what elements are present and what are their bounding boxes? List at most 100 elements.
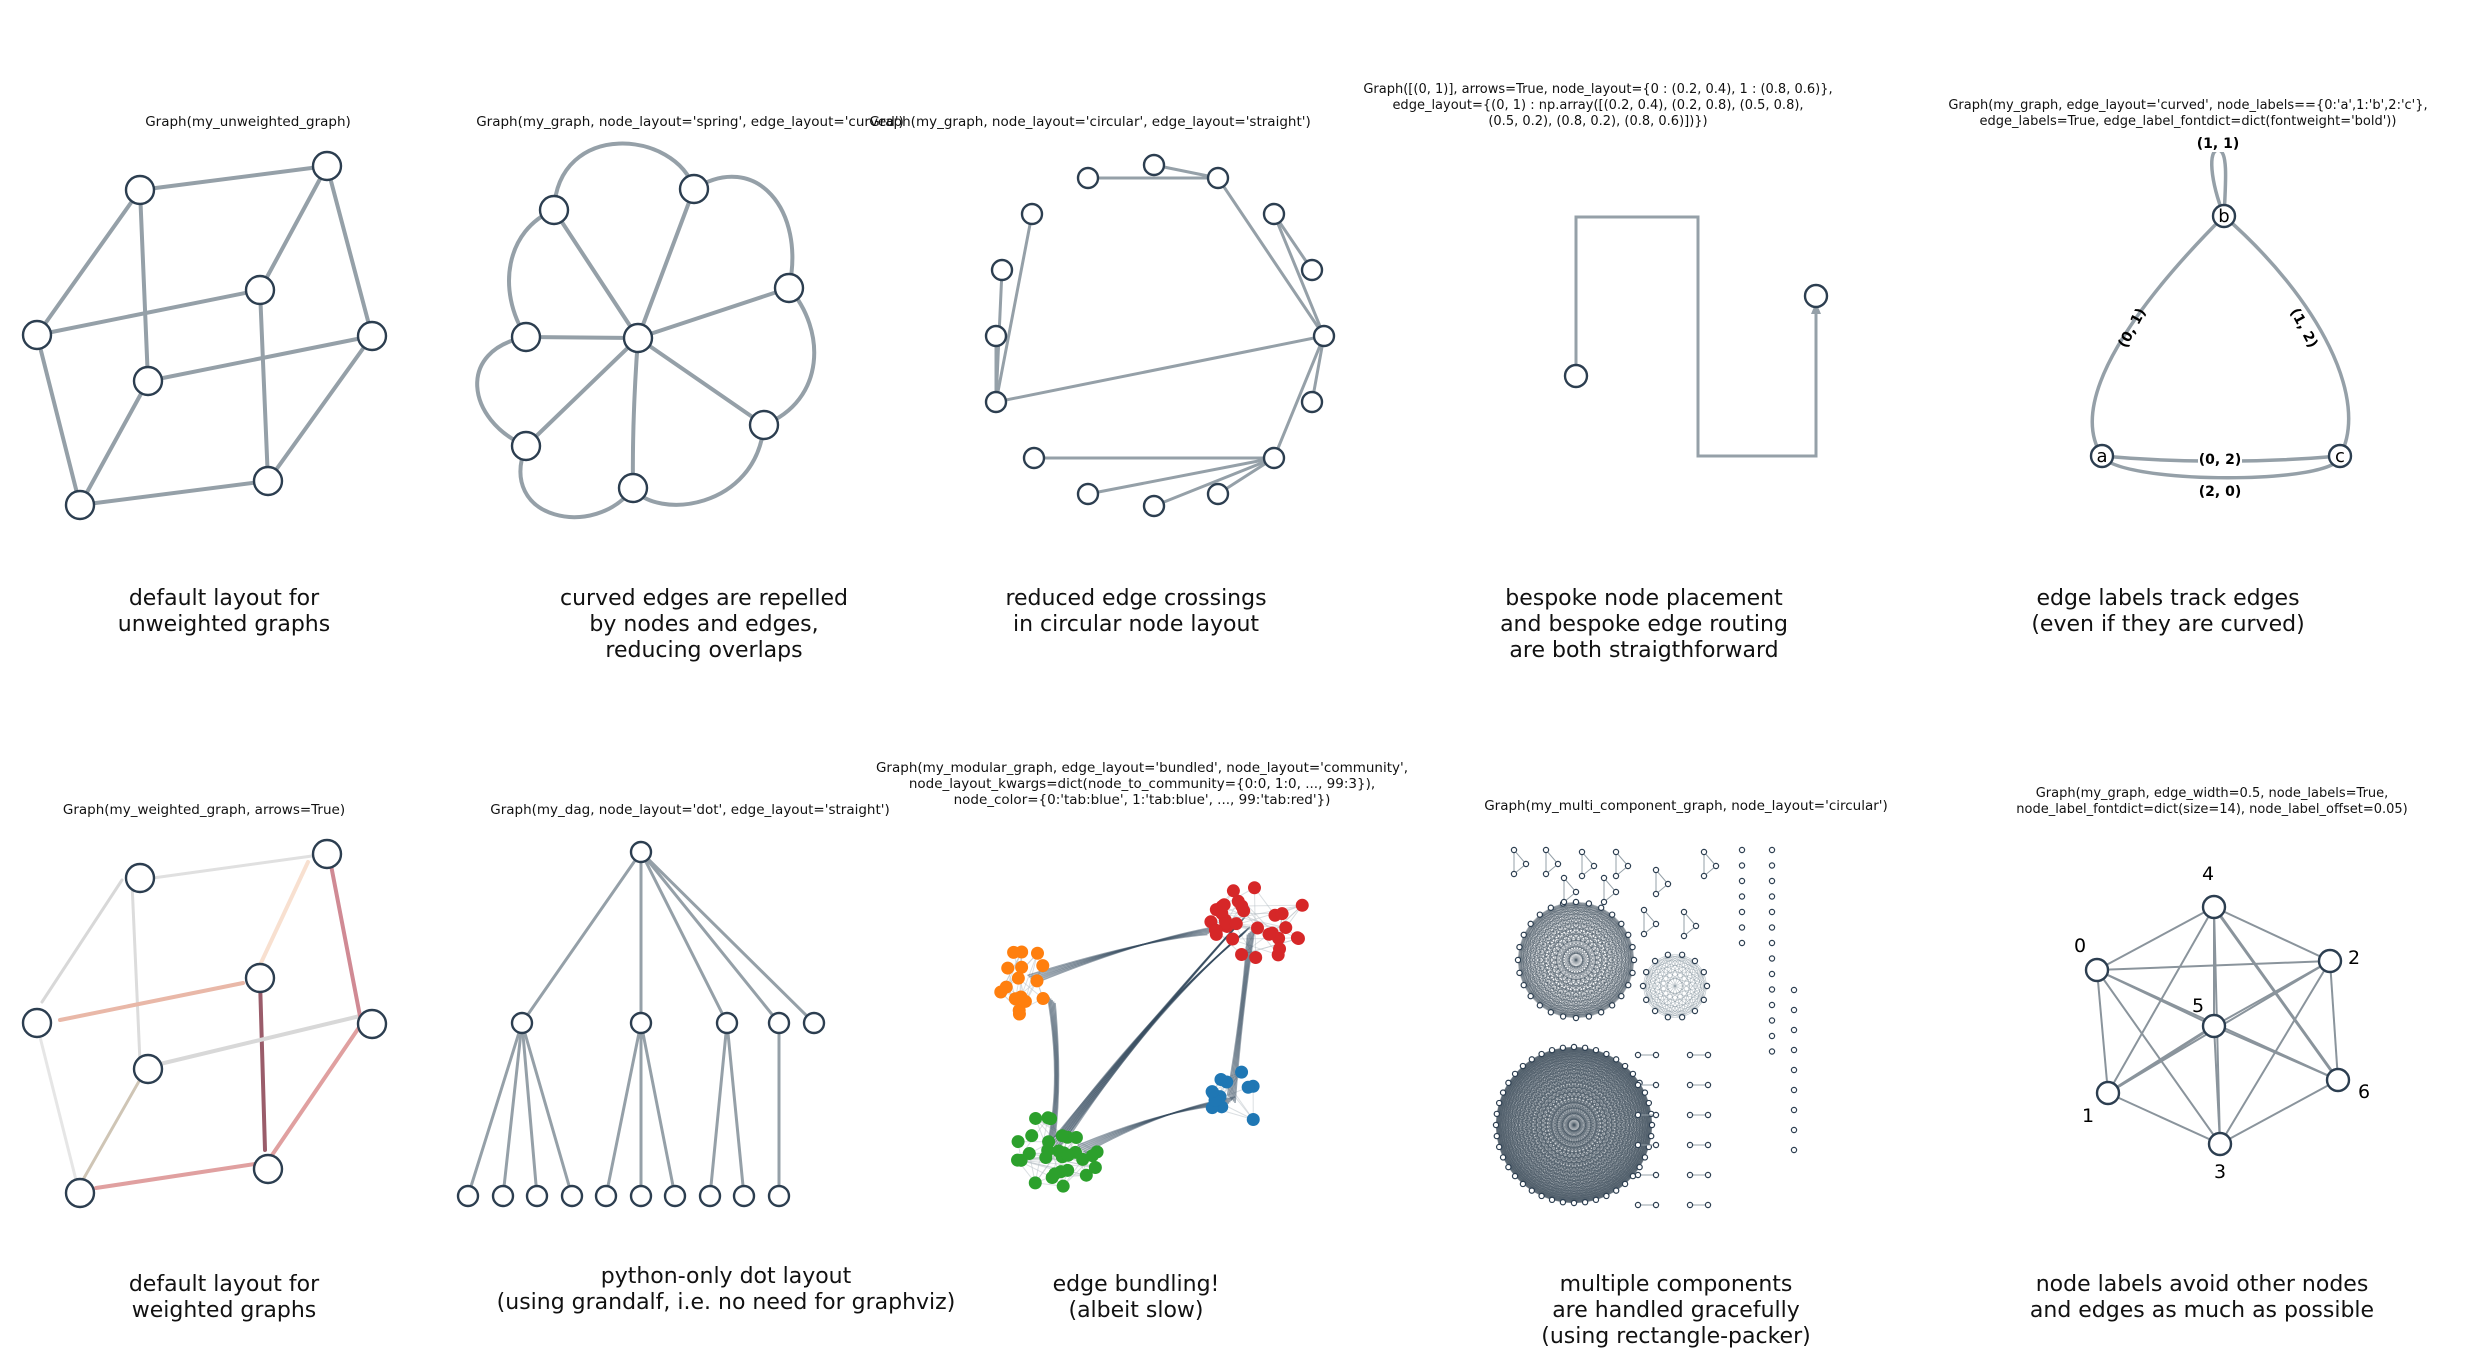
graph-node <box>1790 1026 1798 1034</box>
graph-node <box>1246 1113 1260 1127</box>
graph-node <box>1516 969 1523 977</box>
graph-node <box>1704 1201 1712 1209</box>
graph-node <box>1300 258 1324 282</box>
graph-node <box>999 980 1013 994</box>
graph-node <box>1012 1007 1026 1021</box>
graph-node <box>1692 922 1700 930</box>
graph-node <box>1790 1146 1798 1154</box>
graph-node <box>698 1184 722 1208</box>
graph-node <box>1634 1141 1642 1149</box>
node-label-a: a <box>2096 446 2107 467</box>
graph-node <box>715 1011 739 1035</box>
graph-dag <box>456 840 826 1208</box>
panel-edge-bundling: Graph(my_modular_graph, edge_layout='bun… <box>876 680 1488 1360</box>
graph-node <box>732 1184 756 1208</box>
node-label-6: 6 <box>2358 1081 2370 1103</box>
graph-node <box>1029 1111 1043 1125</box>
graph-node <box>1014 1153 1028 1167</box>
graph-node <box>1542 846 1550 854</box>
graph-node <box>1142 494 1166 518</box>
graph-node <box>1036 992 1050 1006</box>
graph-node <box>1088 1160 1102 1174</box>
graph-node <box>1001 961 1015 975</box>
graph-node <box>1235 1065 1249 1079</box>
graph-node <box>1538 1192 1545 1200</box>
graph-node <box>1624 862 1632 870</box>
graph-node <box>1652 1081 1660 1089</box>
graph-node <box>1015 960 1029 974</box>
graph-node <box>1704 1141 1712 1149</box>
graph-node-labels: 0 1 2 3 4 5 6 <box>2074 863 2370 1183</box>
caption: edge bundling! (albeit slow) <box>1052 1272 1220 1323</box>
graph-node <box>1686 1081 1694 1089</box>
graph-node <box>1790 1046 1798 1054</box>
graph-edge-labels: b a c (1, 1) (0, 1) (1, 2) (0, 2) (2, 0) <box>2089 134 2353 500</box>
graph-node <box>244 274 276 306</box>
graph-node <box>2084 957 2110 983</box>
graph-node <box>1039 1151 1053 1165</box>
graph-node <box>1651 957 1659 965</box>
graph-node <box>1630 956 1638 964</box>
graph-node <box>990 258 1014 282</box>
graph-node <box>1691 1007 1699 1015</box>
graph-node <box>2325 1067 2351 1093</box>
graph-node <box>1790 986 1798 994</box>
panel-circular-straight: Graph(my_graph, node_layout='circular', … <box>869 0 1488 680</box>
graph-node <box>1603 1050 1610 1058</box>
graph-node <box>1249 951 1263 965</box>
graph-node <box>1790 1086 1798 1094</box>
graph-node <box>2201 1013 2227 1039</box>
panel-weighted-default: Graph(my_weighted_graph, arrows=True) <box>0 680 496 1360</box>
node-label-b: b <box>2218 206 2229 227</box>
code-snippet: Graph(my_modular_graph, edge_layout='bun… <box>875 760 1409 808</box>
node-label-5: 5 <box>2192 995 2204 1017</box>
graph-node <box>1712 862 1720 870</box>
graph-node <box>1652 1201 1660 1209</box>
graph-node <box>1206 166 1230 190</box>
code-snippet: Graph(my_graph, node_layout='circular', … <box>869 114 1311 130</box>
node-label-2: 2 <box>2348 947 2360 969</box>
graph-node <box>1042 1135 1056 1149</box>
caption: edge labels track edges (even if they ar… <box>2031 586 2305 637</box>
graph-node <box>1738 939 1746 947</box>
graph-node <box>491 1184 515 1208</box>
graph-node <box>1629 943 1636 951</box>
graph-node <box>1241 1080 1255 1094</box>
graph-node <box>1495 1099 1503 1107</box>
graph-node <box>1585 1013 1593 1020</box>
graph-node <box>1559 1199 1567 1206</box>
graph-node <box>1231 894 1245 908</box>
graph-node <box>525 1184 549 1208</box>
graph-node <box>1652 920 1660 928</box>
graph-node <box>1642 996 1650 1004</box>
graph-node <box>1603 1192 1610 1200</box>
graph-node <box>1493 1110 1500 1118</box>
edge-label-0-1: (0, 1) <box>2115 306 2149 351</box>
graph-node <box>1219 917 1233 931</box>
graph-node <box>510 321 542 353</box>
graph-node <box>1592 1196 1600 1204</box>
graph-node <box>1790 1106 1798 1114</box>
graph-node <box>1590 862 1598 870</box>
graph-node <box>1235 948 1249 962</box>
graph-node <box>1510 870 1518 878</box>
graph-node <box>1634 1171 1642 1179</box>
graph-node <box>1563 363 1589 389</box>
graph-node <box>2095 1080 2121 1106</box>
graph-node <box>1629 1070 1637 1078</box>
graph-node <box>1738 924 1746 931</box>
graph-node <box>1247 881 1261 895</box>
graph-node <box>1578 872 1586 880</box>
node-c <box>2327 443 2353 469</box>
graph-node <box>124 862 156 894</box>
graph-node <box>1559 1013 1567 1020</box>
panel-multi-component: Graph(my_multi_component_graph, node_lay… <box>1484 680 1984 1360</box>
graph-node <box>1527 920 1534 928</box>
graph-node <box>1300 390 1324 414</box>
graph-node <box>1652 866 1660 874</box>
graph-node <box>1085 1149 1099 1163</box>
code-snippet: Graph(my_graph, edge_layout='curved', no… <box>1948 98 2428 129</box>
graph-node <box>1768 1032 1776 1040</box>
graph-node <box>2317 948 2343 974</box>
graph-node <box>629 1184 653 1208</box>
